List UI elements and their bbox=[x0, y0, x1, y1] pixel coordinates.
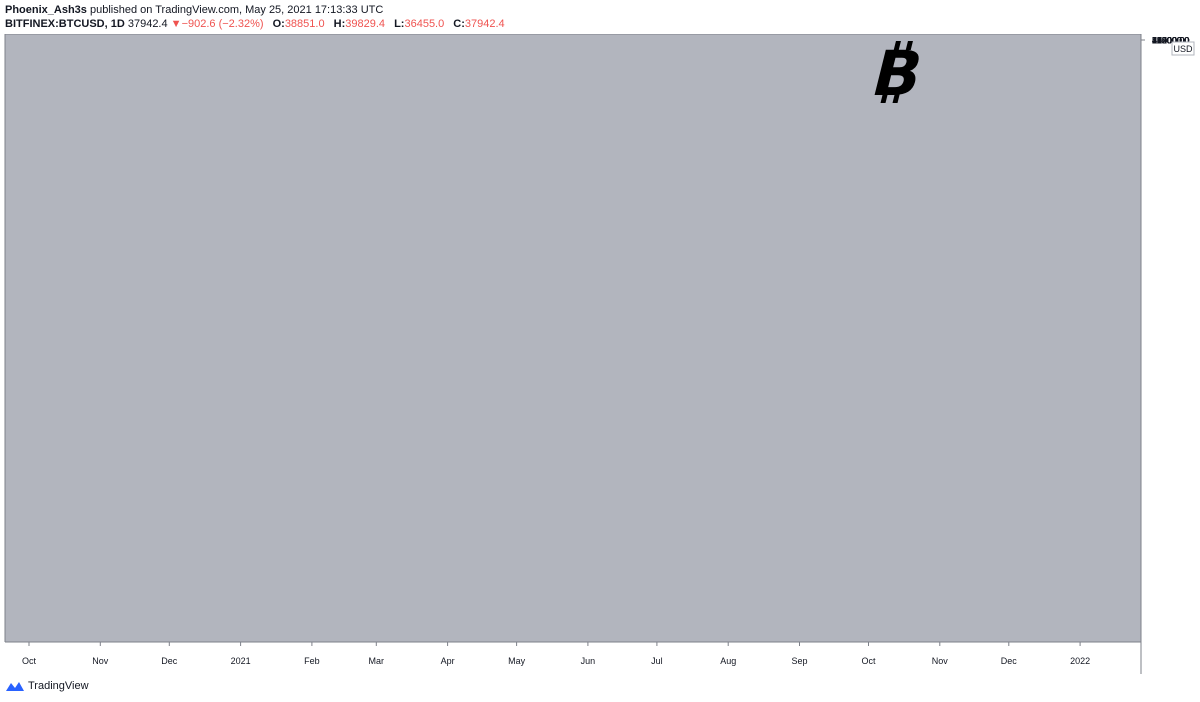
tradingview-brand[interactable]: TradingView bbox=[6, 680, 89, 692]
price-tick-label: 113000.0 bbox=[1152, 36, 1189, 46]
price-axis[interactable] bbox=[1141, 34, 1200, 676]
brand-label: TradingView bbox=[28, 680, 89, 692]
currency-badge[interactable] bbox=[1171, 41, 1195, 56]
time-tick-label: Apr bbox=[441, 656, 455, 666]
time-tick-label: Oct bbox=[22, 656, 37, 666]
high-value: 39829.4 bbox=[345, 18, 386, 30]
time-tick-label: 2022 bbox=[1070, 656, 1090, 666]
time-tick-label: Mar bbox=[369, 656, 385, 666]
footer: TradingView bbox=[0, 676, 1200, 702]
chart-header: Phoenix_Ash3s published on TradingView.c… bbox=[0, 0, 1200, 34]
price-tick-label: 28000.0 bbox=[1152, 36, 1185, 46]
time-tick-label: Aug bbox=[720, 656, 736, 666]
price-tick-label: 17800.0 bbox=[1152, 36, 1185, 46]
time-tick-label: Nov bbox=[932, 656, 949, 666]
price-tick-label: 19400.0 bbox=[1152, 36, 1185, 46]
price-tick-label: 33500.0 bbox=[1152, 36, 1185, 46]
price-tick-label: 23200.0 bbox=[1152, 36, 1185, 46]
publish-info: Phoenix_Ash3s published on TradingView.c… bbox=[5, 4, 383, 16]
currency-label: USD bbox=[1173, 44, 1193, 54]
last-price: 37942.4 bbox=[127, 18, 168, 30]
price-tick-label: 41500.0 bbox=[1152, 36, 1185, 46]
time-tick-label: Jun bbox=[581, 656, 596, 666]
time-tick-label: Nov bbox=[92, 656, 109, 666]
price-change: −902.6 (−2.32%) bbox=[181, 18, 264, 30]
price-tick-label: 25600.0 bbox=[1152, 36, 1185, 46]
price-chart[interactable]: 180000.0160000.0140000.0125000.0113000.0… bbox=[0, 34, 1200, 676]
down-arrow-icon: ▼ bbox=[170, 18, 182, 30]
time-tick-label: Jul bbox=[651, 656, 663, 666]
price-tick-label: 89000.0 bbox=[1152, 36, 1185, 46]
symbol-label[interactable]: BITFINEX:BTCUSD, 1D bbox=[5, 18, 125, 30]
time-tick-label: Dec bbox=[1001, 656, 1018, 666]
published-text: published on TradingView.com, May 25, 20… bbox=[89, 4, 384, 16]
author-name[interactable]: Phoenix_Ash3s bbox=[5, 4, 87, 16]
price-tick-label: 49500.0 bbox=[1152, 36, 1185, 46]
chart-pane[interactable] bbox=[5, 34, 1141, 642]
time-tick-label: Oct bbox=[861, 656, 876, 666]
price-tick-label: 100000.0 bbox=[1152, 36, 1190, 46]
high-label: H: bbox=[333, 18, 346, 30]
price-tick-label: 160000.0 bbox=[1152, 36, 1190, 46]
symbol-info: BITFINEX:BTCUSD, 1D 37942.4 ▼−902.6 (−2.… bbox=[5, 18, 505, 30]
price-tick-label: 21200.0 bbox=[1152, 36, 1185, 46]
time-tick-label: 2021 bbox=[231, 656, 251, 666]
time-tick-label: Feb bbox=[304, 656, 320, 666]
tradingview-logo-icon bbox=[6, 682, 24, 691]
time-tick-label: Sep bbox=[791, 656, 807, 666]
price-tick-label: 61500.0 bbox=[1152, 36, 1185, 46]
price-tick-label: 81000.0 bbox=[1152, 36, 1185, 46]
price-tick-label: 45500.0 bbox=[1152, 36, 1185, 46]
low-value: 36455.0 bbox=[404, 18, 445, 30]
open-value: 38851.0 bbox=[284, 18, 325, 30]
price-tick-label: 37500.0 bbox=[1152, 36, 1185, 46]
open-label: O: bbox=[272, 18, 285, 30]
price-tick-label: 125000.0 bbox=[1152, 36, 1190, 46]
time-tick-label: May bbox=[508, 656, 526, 666]
close-label: C: bbox=[453, 18, 465, 30]
price-tick-label: 67500.0 bbox=[1152, 36, 1185, 46]
close-value: 37942.4 bbox=[464, 18, 505, 30]
time-tick-label: Dec bbox=[161, 656, 178, 666]
low-label: L: bbox=[394, 18, 405, 30]
time-axis[interactable] bbox=[5, 642, 1141, 676]
price-tick-label: 73500.0 bbox=[1152, 36, 1185, 46]
price-tick-label: 30500.0 bbox=[1152, 36, 1185, 46]
price-tick-label: 140000.0 bbox=[1152, 36, 1190, 46]
price-tick-label: 180000.0 bbox=[1152, 36, 1190, 46]
price-tick-label: 55500.0 bbox=[1152, 36, 1185, 46]
